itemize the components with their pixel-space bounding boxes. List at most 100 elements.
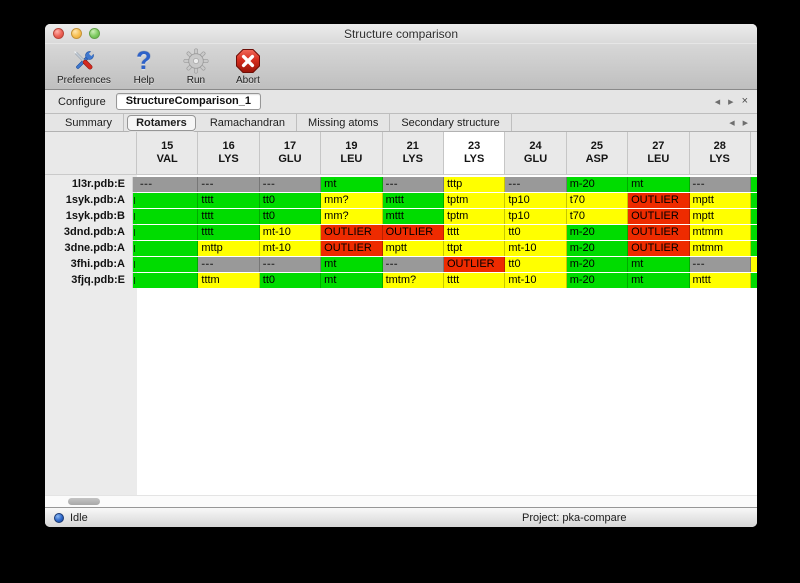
tabs-back-icon[interactable]: ◀ <box>729 119 735 127</box>
rotamer-cell[interactable]: OUTLIER <box>628 241 690 256</box>
column-header-28[interactable]: 28 LYS <box>689 132 751 175</box>
rotamer-cell[interactable]: mt <box>321 257 383 272</box>
rotamer-cell[interactable]: mttp <box>198 241 260 256</box>
rotamer-cell[interactable]: tt0 <box>505 257 567 272</box>
rotamer-cell[interactable]: tp10 <box>505 209 567 224</box>
row-label[interactable]: 1syk.pdb:B <box>45 209 133 224</box>
tab-secondary-structure[interactable]: Secondary structure <box>390 114 512 131</box>
run-button[interactable]: Run <box>177 47 215 86</box>
rotamer-cell[interactable]: mt-10 <box>505 273 567 288</box>
title-bar[interactable]: Structure comparison <box>45 24 757 44</box>
column-header-27[interactable]: 27 LEU <box>628 132 690 175</box>
column-header-23[interactable]: 23 LYS <box>443 132 506 175</box>
rotamer-cell[interactable]: OUTLIER <box>321 225 383 240</box>
rotamer-cell[interactable]: m-20 <box>566 257 629 272</box>
rotamer-cell[interactable]: --- <box>505 177 567 192</box>
rotamer-cell[interactable]: m-20 <box>566 241 629 256</box>
rotamer-cell[interactable]: mttt <box>382 209 444 224</box>
rotamer-cell[interactable]: OUTLIER <box>443 257 506 272</box>
rotamer-cell[interactable]: mt-10 <box>259 241 322 256</box>
rotamer-cell[interactable]: tmtm? <box>382 273 444 288</box>
preferences-button[interactable]: Preferences <box>57 47 111 86</box>
rotamer-cell[interactable]: ttpt <box>443 241 506 256</box>
rotamer-cell[interactable]: --- <box>689 257 751 272</box>
column-header-16[interactable]: 16 LYS <box>198 132 260 175</box>
row-label[interactable]: 3fjq.pdb:E <box>45 273 133 288</box>
rotamer-cell[interactable]: OUTLIER <box>628 193 690 208</box>
rotamer-cell[interactable]: mtmm <box>689 225 751 240</box>
rotamer-cell[interactable] <box>137 209 199 224</box>
rotamer-cell[interactable]: --- <box>198 257 260 272</box>
rotamer-cell[interactable]: m-20 <box>566 225 629 240</box>
rotamer-cell[interactable]: --- <box>137 177 199 192</box>
rotamer-cell[interactable]: mt <box>628 177 690 192</box>
column-header-24[interactable]: 24 GLU <box>505 132 567 175</box>
rotamer-cell[interactable]: --- <box>382 257 444 272</box>
rotamer-cell[interactable]: tttp <box>443 177 506 192</box>
close-window-icon[interactable] <box>53 28 64 39</box>
rotamer-cell[interactable]: --- <box>689 177 751 192</box>
rotamer-cell[interactable]: tttt <box>443 273 506 288</box>
rotamer-cell[interactable]: mt <box>628 273 690 288</box>
rotamer-cell[interactable]: mttt <box>382 193 444 208</box>
rotamer-cell[interactable]: mtmm <box>689 241 751 256</box>
rotamer-cell[interactable]: mm? <box>321 193 383 208</box>
scrollbar-thumb[interactable] <box>68 498 100 505</box>
tab-ramachandran[interactable]: Ramachandran <box>199 114 298 131</box>
configure-name-field[interactable]: StructureComparison_1 <box>115 93 262 110</box>
rotamer-cell[interactable]: OUTLIER <box>382 225 444 240</box>
rotamer-cell[interactable]: OUTLIER <box>321 241 383 256</box>
zoom-window-icon[interactable] <box>89 28 100 39</box>
row-label[interactable]: 1syk.pdb:A <box>45 193 133 208</box>
rotamer-cell[interactable]: tttt <box>443 225 506 240</box>
row-label[interactable]: 3dne.pdb:A <box>45 241 133 256</box>
rotamer-cell[interactable]: OUTLIER <box>628 209 690 224</box>
horizontal-scrollbar[interactable] <box>45 495 757 507</box>
rotamer-cell[interactable]: tttt <box>198 225 260 240</box>
row-label[interactable]: 3dnd.pdb:A <box>45 225 133 240</box>
rotamer-cell[interactable]: mt <box>628 257 690 272</box>
close-configure-icon[interactable]: × <box>741 95 748 107</box>
rotamer-cell[interactable] <box>137 273 199 288</box>
row-label[interactable]: 3fhi.pdb:A <box>45 257 133 272</box>
tab-rotamers[interactable]: Rotamers <box>127 114 196 131</box>
rotamer-cell[interactable]: mt-10 <box>259 225 322 240</box>
rotamer-cell[interactable]: mt <box>321 273 383 288</box>
tabs-forward-icon[interactable]: ▶ <box>742 119 748 127</box>
rotamer-cell[interactable]: tptm <box>443 193 506 208</box>
rotamer-cell[interactable] <box>137 257 199 272</box>
rotamer-cell[interactable]: mptt <box>689 209 751 224</box>
column-header-15[interactable]: 15 VAL <box>137 132 199 175</box>
rotamer-cell[interactable]: tttt <box>198 193 260 208</box>
rotamer-cell[interactable]: tt0 <box>259 209 322 224</box>
column-header-25[interactable]: 25 ASP <box>566 132 629 175</box>
tab-summary[interactable]: Summary <box>54 114 125 131</box>
column-header-19[interactable]: 19 LEU <box>321 132 383 175</box>
minimize-window-icon[interactable] <box>71 28 82 39</box>
column-header-17[interactable]: 17 GLU <box>259 132 322 175</box>
rotamer-cell[interactable]: mt <box>321 177 383 192</box>
rotamer-cell[interactable]: tttm <box>198 273 260 288</box>
rotamer-cell[interactable]: tttt <box>198 209 260 224</box>
rotamer-cell[interactable]: --- <box>198 177 260 192</box>
rotamer-cell[interactable] <box>137 225 199 240</box>
rotamer-cell[interactable]: tp10 <box>505 193 567 208</box>
rotamer-cell[interactable]: mptt <box>382 241 444 256</box>
column-header-21[interactable]: 21 LYS <box>382 132 444 175</box>
rotamer-cell[interactable]: t70 <box>566 209 629 224</box>
rotamer-cell[interactable]: mm? <box>321 209 383 224</box>
nav-back-icon[interactable]: ◀ <box>714 98 721 106</box>
rotamer-cell[interactable] <box>137 193 199 208</box>
rotamer-cell[interactable]: mt-10 <box>505 241 567 256</box>
nav-forward-icon[interactable]: ▶ <box>728 98 734 106</box>
rotamer-cell[interactable]: m-20 <box>566 177 629 192</box>
rotamer-cell[interactable]: tt0 <box>259 273 322 288</box>
rotamer-cell[interactable]: --- <box>259 177 322 192</box>
rotamer-cell[interactable]: --- <box>382 177 444 192</box>
rotamer-cell[interactable] <box>137 241 199 256</box>
rotamer-cell[interactable]: OUTLIER <box>628 225 690 240</box>
rotamer-cell[interactable]: mttt <box>689 273 751 288</box>
rotamer-cell[interactable]: tptm <box>443 209 506 224</box>
tab-missing-atoms[interactable]: Missing atoms <box>297 114 391 131</box>
row-label[interactable]: 1l3r.pdb:E <box>45 177 133 192</box>
